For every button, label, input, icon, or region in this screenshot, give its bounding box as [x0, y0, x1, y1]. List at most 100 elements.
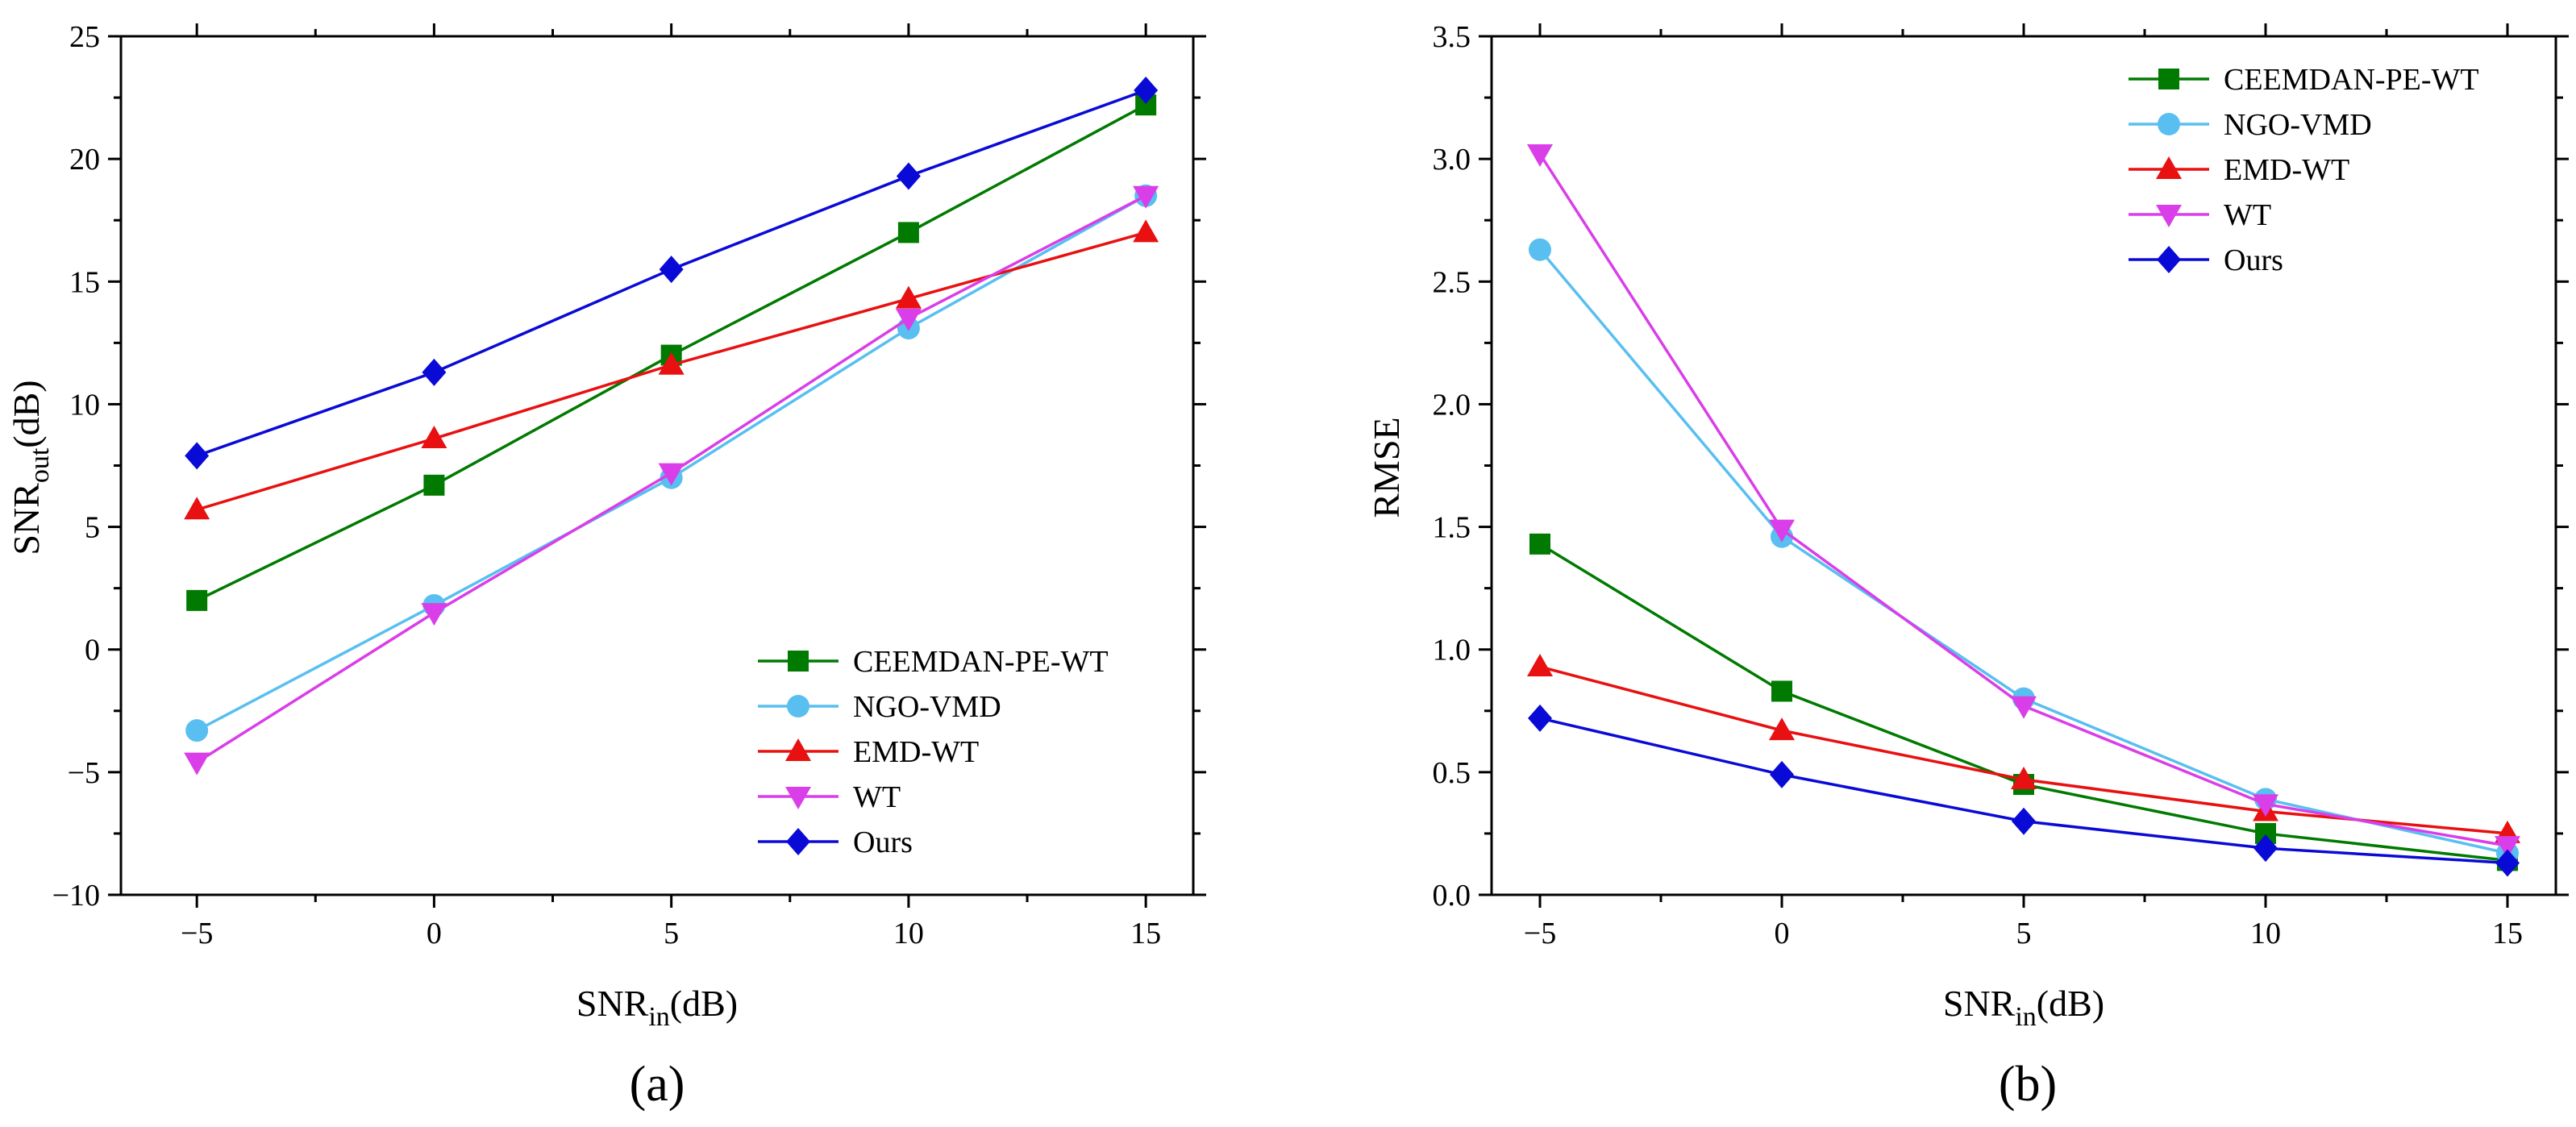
legend-item: NGO-VMD: [758, 690, 1001, 724]
legend-marker: [2156, 205, 2182, 227]
legend-marker: [2157, 246, 2181, 273]
series-wt: [184, 185, 1159, 776]
data-point: [1529, 533, 1550, 555]
data-point: [2011, 696, 2037, 719]
y-tick-label: 5: [85, 511, 100, 545]
x-tick-label: −5: [1524, 917, 1556, 950]
legend: CEEMDAN-PE-WT NGO-VMD EMD-WT WT Ours: [2129, 63, 2479, 277]
series-line: [1538, 248, 2508, 855]
y-tick-label: 3.0: [1433, 143, 1471, 177]
data-point: [1527, 654, 1553, 677]
data-point: [896, 162, 921, 190]
y-tick-label: 25: [69, 20, 100, 54]
x-tick-label: 15: [1130, 917, 1161, 950]
series-ours: [185, 76, 1159, 470]
legend-marker: [2158, 69, 2179, 89]
legend-label: NGO-VMD: [853, 690, 1001, 724]
data-point: [897, 222, 919, 243]
data-point: [1528, 704, 1552, 732]
legend-item: Ours: [2129, 243, 2283, 277]
series-ceemdan-pe-wt: [1529, 533, 2518, 871]
series-wt: [1527, 144, 2520, 859]
legend-label: Ours: [853, 825, 913, 859]
legend: CEEMDAN-PE-WT NGO-VMD EMD-WT WT Ours: [758, 645, 1109, 859]
legend-item: CEEMDAN-PE-WT: [2129, 63, 2479, 97]
y-axis-title: SNRout(dB): [6, 380, 55, 555]
data-point: [1769, 519, 1795, 543]
data-point: [2253, 834, 2278, 863]
data-point: [658, 351, 685, 375]
x-tick-label: −5: [181, 917, 213, 950]
x-tick-label: 15: [2492, 917, 2523, 950]
data-point: [895, 308, 922, 331]
data-point: [2012, 807, 2036, 835]
legend-label: Ours: [2224, 243, 2283, 277]
y-tick-label: 1.5: [1433, 511, 1471, 545]
data-point: [2011, 766, 2037, 789]
legend-item: WT: [758, 780, 901, 814]
legend-label: NGO-VMD: [2224, 108, 2372, 142]
chart-b: −5 0 5 10 15 0.0 0.5 1.0 1.5 2.0 2.5 3.0 3.5 SNRin(dB…: [1366, 20, 2569, 1112]
legend-marker: [788, 651, 809, 672]
y-tick-label: 0.5: [1433, 756, 1471, 790]
y-tick-label: 2.5: [1433, 265, 1471, 299]
data-point: [2495, 836, 2520, 859]
legend-item: WT: [2129, 198, 2271, 232]
data-point: [184, 752, 210, 776]
legend-item: CEEMDAN-PE-WT: [758, 645, 1109, 679]
data-point: [895, 285, 922, 309]
y-tick-label: 1.0: [1433, 634, 1471, 667]
y-tick-label: 2.0: [1433, 388, 1471, 422]
legend-label: CEEMDAN-PE-WT: [853, 645, 1109, 679]
legend-label: WT: [2224, 198, 2271, 232]
data-point: [421, 426, 447, 449]
legend-label: WT: [853, 780, 901, 814]
y-axis-title: RMSE: [1366, 417, 1407, 518]
legend-item: EMD-WT: [2129, 153, 2349, 187]
x-tick-label: 5: [2016, 917, 2032, 950]
data-point: [421, 603, 447, 626]
y-tick-label: 0: [85, 634, 100, 667]
chart-caption: (a): [630, 1057, 685, 1112]
data-point: [658, 463, 685, 486]
data-point: [2253, 794, 2278, 817]
x-tick-label: 0: [1775, 917, 1790, 950]
y-tick-label: 15: [69, 265, 100, 299]
x-axis-title: SNRin(dB): [1943, 983, 2104, 1032]
x-tick-label: 0: [427, 917, 442, 950]
x-tick-label: 5: [664, 917, 679, 950]
data-point: [2495, 849, 2520, 877]
data-point: [184, 497, 210, 520]
legend-marker: [2156, 156, 2182, 179]
data-point: [1134, 76, 1159, 104]
data-point: [1529, 238, 1551, 261]
data-point: [1771, 680, 1792, 702]
data-point: [423, 474, 445, 496]
legend-marker: [787, 695, 809, 717]
data-point: [1769, 717, 1795, 741]
x-axis-title: SNRin(dB): [576, 983, 738, 1032]
legend-item: EMD-WT: [758, 735, 979, 769]
y-tick-label: 10: [69, 388, 100, 422]
legend-item: NGO-VMD: [2129, 108, 2372, 142]
data-point: [1133, 219, 1159, 243]
plot-frame: [1490, 35, 2557, 896]
y-tick-label: −10: [52, 879, 100, 913]
y-tick-label: −5: [68, 756, 100, 790]
data-point: [185, 442, 210, 470]
x-tick-label: 10: [893, 917, 924, 950]
legend-marker: [785, 787, 811, 809]
legend-label: EMD-WT: [2224, 153, 2349, 187]
legend-marker: [2158, 113, 2180, 135]
x-tick-label: 10: [2250, 917, 2281, 950]
data-point: [185, 719, 209, 742]
chart-a: −5 0 5 10 15 −10 −5 0 5 10 15 20 25 SNRin(dB) SNRout(d…: [6, 20, 1206, 1112]
data-point: [1527, 144, 1553, 168]
series-ours: [1528, 704, 2520, 877]
legend-item: Ours: [758, 825, 913, 859]
data-point: [1770, 760, 1794, 788]
chart-caption: (b): [1999, 1057, 2057, 1112]
data-point: [186, 589, 208, 611]
data-point: [659, 256, 684, 284]
legend-marker: [785, 738, 811, 761]
